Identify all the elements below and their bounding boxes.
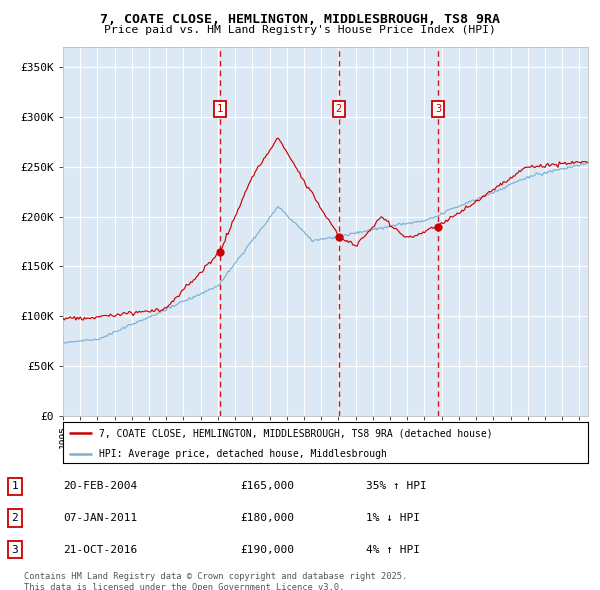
Text: 1: 1 xyxy=(11,481,19,491)
Text: £165,000: £165,000 xyxy=(240,481,294,491)
Text: 2: 2 xyxy=(11,513,19,523)
Text: 20-FEB-2004: 20-FEB-2004 xyxy=(63,481,137,491)
Text: £180,000: £180,000 xyxy=(240,513,294,523)
Text: Contains HM Land Registry data © Crown copyright and database right 2025.
This d: Contains HM Land Registry data © Crown c… xyxy=(24,572,407,590)
Text: 4% ↑ HPI: 4% ↑ HPI xyxy=(366,545,420,555)
Text: 3: 3 xyxy=(11,545,19,555)
Text: 2: 2 xyxy=(335,104,342,114)
Text: 1% ↓ HPI: 1% ↓ HPI xyxy=(366,513,420,523)
Text: 7, COATE CLOSE, HEMLINGTON, MIDDLESBROUGH, TS8 9RA (detached house): 7, COATE CLOSE, HEMLINGTON, MIDDLESBROUG… xyxy=(98,428,493,438)
Text: Price paid vs. HM Land Registry's House Price Index (HPI): Price paid vs. HM Land Registry's House … xyxy=(104,25,496,35)
Text: 1: 1 xyxy=(217,104,223,114)
Text: 07-JAN-2011: 07-JAN-2011 xyxy=(63,513,137,523)
Text: 7, COATE CLOSE, HEMLINGTON, MIDDLESBROUGH, TS8 9RA: 7, COATE CLOSE, HEMLINGTON, MIDDLESBROUG… xyxy=(100,13,500,26)
Text: 21-OCT-2016: 21-OCT-2016 xyxy=(63,545,137,555)
Text: 3: 3 xyxy=(435,104,442,114)
Text: £190,000: £190,000 xyxy=(240,545,294,555)
Text: HPI: Average price, detached house, Middlesbrough: HPI: Average price, detached house, Midd… xyxy=(98,449,386,459)
Text: 35% ↑ HPI: 35% ↑ HPI xyxy=(366,481,427,491)
